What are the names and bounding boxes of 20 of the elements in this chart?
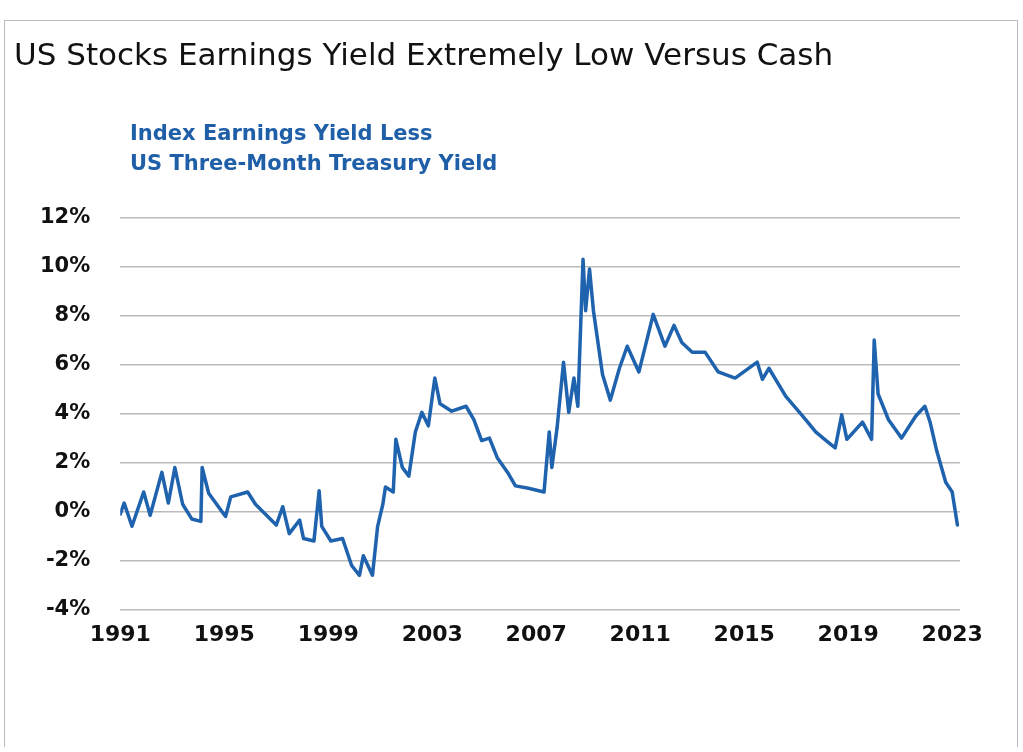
y-tick-label: 12% xyxy=(40,204,91,229)
y-tick-label: 6% xyxy=(54,351,91,376)
x-tick-label: 2019 xyxy=(817,620,879,646)
x-tick-label: 2023 xyxy=(921,620,983,646)
y-tick-label: -2% xyxy=(45,547,91,572)
x-tick-label: 2015 xyxy=(713,620,775,646)
x-tick-label: 1991 xyxy=(89,620,151,646)
chart-title: US Stocks Earnings Yield Extremely Low Versus Cash xyxy=(14,36,834,72)
y-tick-label: 10% xyxy=(40,253,91,278)
x-tick-label: 1995 xyxy=(193,620,255,646)
x-tick-label: 2003 xyxy=(401,620,463,646)
x-tick-label: 2007 xyxy=(505,620,567,646)
chart-subtitle: Index Earnings Yield Less US Three-Month Treasury Yield xyxy=(130,120,498,177)
y-tick-label: 2% xyxy=(54,449,91,474)
x-tick-label: 1999 xyxy=(297,620,359,646)
y-tick-label: 8% xyxy=(54,302,91,327)
y-tick-label: 0% xyxy=(54,498,91,523)
y-tick-label: -4% xyxy=(45,596,91,621)
x-tick-label: 2011 xyxy=(609,620,671,646)
y-tick-label: 4% xyxy=(54,400,91,425)
